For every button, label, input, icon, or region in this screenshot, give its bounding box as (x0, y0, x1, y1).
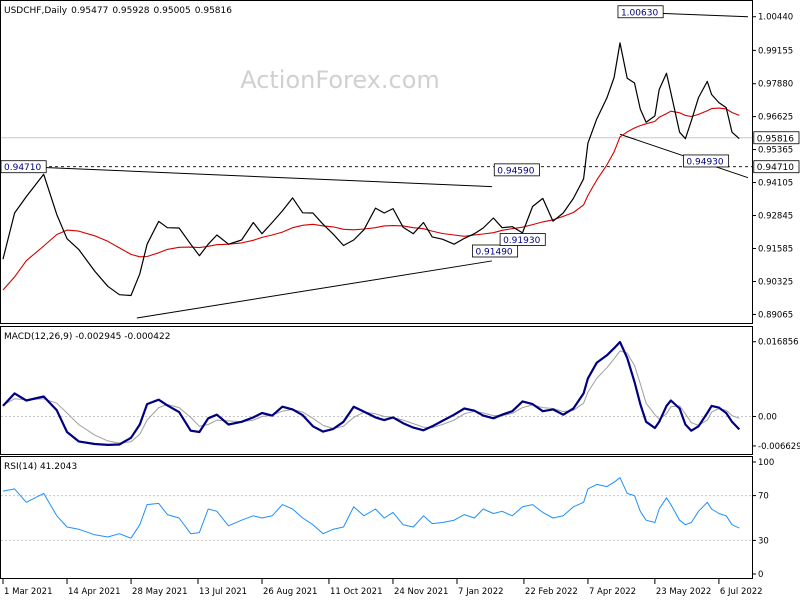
price-annotation-label: 0.94710 (4, 163, 41, 173)
macd-header: MACD(12,26,9) -0.002945 -0.000422 (4, 332, 170, 342)
price-tick-label: 0.99155 (758, 46, 793, 56)
price-tick-label: 1.00440 (758, 13, 793, 23)
rsi-panel-frame (0, 456, 753, 579)
macd-tick-label: -0.006629 (758, 442, 800, 452)
price-tick-label: 0.97880 (758, 80, 793, 90)
x-tick-label: 7 Jan 2022 (458, 587, 504, 597)
price-y-axis: 1.00440 0.99155 0.97880 0.96625 0.95365 0.941… (752, 13, 793, 320)
price-annotation-label-box (493, 163, 540, 177)
price-annotation-label: 0.91930 (503, 236, 540, 246)
price-header: USDCHF,Daily 0.95477 0.95928 0.95005 0.95816 (4, 6, 232, 16)
panel-frames (0, 0, 753, 579)
price-annotation-label: 0.94930 (686, 157, 723, 167)
x-tick-label: 6 Jul 2022 (720, 587, 763, 597)
price-line (2, 42, 740, 297)
support-level-tag-box (753, 160, 800, 174)
x-tick-label: 11 Oct 2021 (330, 587, 383, 597)
symbol-title: USDCHF,Daily (4, 6, 68, 16)
rsi-tick-label: 0 (758, 570, 763, 580)
rsi-tick-label: 30 (758, 536, 769, 546)
price-annotation-label: 0.91490 (475, 247, 512, 257)
price-panel-frame (0, 0, 753, 324)
price-tick-label: 0.91585 (758, 245, 793, 255)
watermark-text: ActionForex.com (240, 66, 440, 94)
price-annotation-label-box (617, 5, 664, 19)
price-reference-lines (1, 137, 752, 168)
rsi-line (2, 477, 740, 539)
x-tick-label: 7 Apr 2022 (589, 587, 636, 597)
rsi-header: RSI(14) 41.2043 (4, 462, 77, 472)
rsi-reference-lines (1, 495, 752, 541)
price-annotation-label-box (683, 154, 730, 168)
x-tick-label: 24 Nov 2021 (394, 587, 448, 597)
support-level-tag: 0.94710 (757, 163, 794, 173)
rsi-tick-label: 100 (758, 458, 774, 468)
price-annotation-label-box (472, 244, 519, 258)
moving-average-line (2, 107, 740, 291)
price-series (2, 42, 740, 297)
ohlc-close: 0.95816 (195, 6, 232, 16)
price-annotation-label-box (0, 160, 47, 174)
price-tick-label: 0.90325 (758, 277, 793, 287)
price-annotation-label: 0.94590 (497, 166, 534, 176)
x-tick-label: 1 Mar 2021 (4, 587, 52, 597)
macd-line (2, 340, 741, 446)
trendline (26, 166, 492, 188)
macd-y-axis: 0.016856 0.00 -0.006629 (752, 338, 800, 452)
macd-signal-line (2, 350, 740, 444)
macd-tick-label: 0.00 (758, 413, 777, 423)
ohlc-high: 0.95928 (112, 6, 149, 16)
macd-series (2, 340, 741, 446)
macd-panel-frame (0, 326, 753, 455)
rsi-y-axis: 100 70 30 0 (752, 458, 774, 580)
macd-tick-label: 0.016856 (758, 338, 799, 348)
current-price-tag: 0.95816 (757, 134, 794, 144)
x-tick-label: 13 Jul 2021 (199, 587, 247, 597)
current-price-tag-box (753, 131, 800, 145)
x-axis: 1 Mar 2021 14 Apr 2021 28 May 2021 13 Jul 2… (2, 579, 763, 597)
x-tick-label: 22 Feb 2022 (525, 587, 578, 597)
ohlc-open: 0.95477 (71, 6, 108, 16)
rsi-series (2, 477, 740, 539)
price-tick-label: 0.92845 (758, 212, 793, 222)
price-annotation-label-box (499, 233, 546, 246)
x-tick-label: 28 May 2021 (132, 587, 187, 597)
x-tick-label: 26 Aug 2021 (263, 587, 317, 597)
price-tick-label: 0.95365 (758, 146, 793, 156)
price-tick-label: 0.94105 (758, 179, 793, 189)
rsi-tick-label: 70 (758, 492, 769, 502)
price-tick-label: 0.89065 (758, 310, 793, 320)
trendline (136, 260, 492, 319)
ohlc-low: 0.95005 (154, 6, 191, 16)
x-tick-label: 14 Apr 2021 (68, 587, 121, 597)
price-annotation-label: 1.00630 (621, 8, 658, 18)
x-tick-label: 23 May 2022 (656, 587, 711, 597)
price-tick-label: 0.96625 (758, 113, 793, 123)
